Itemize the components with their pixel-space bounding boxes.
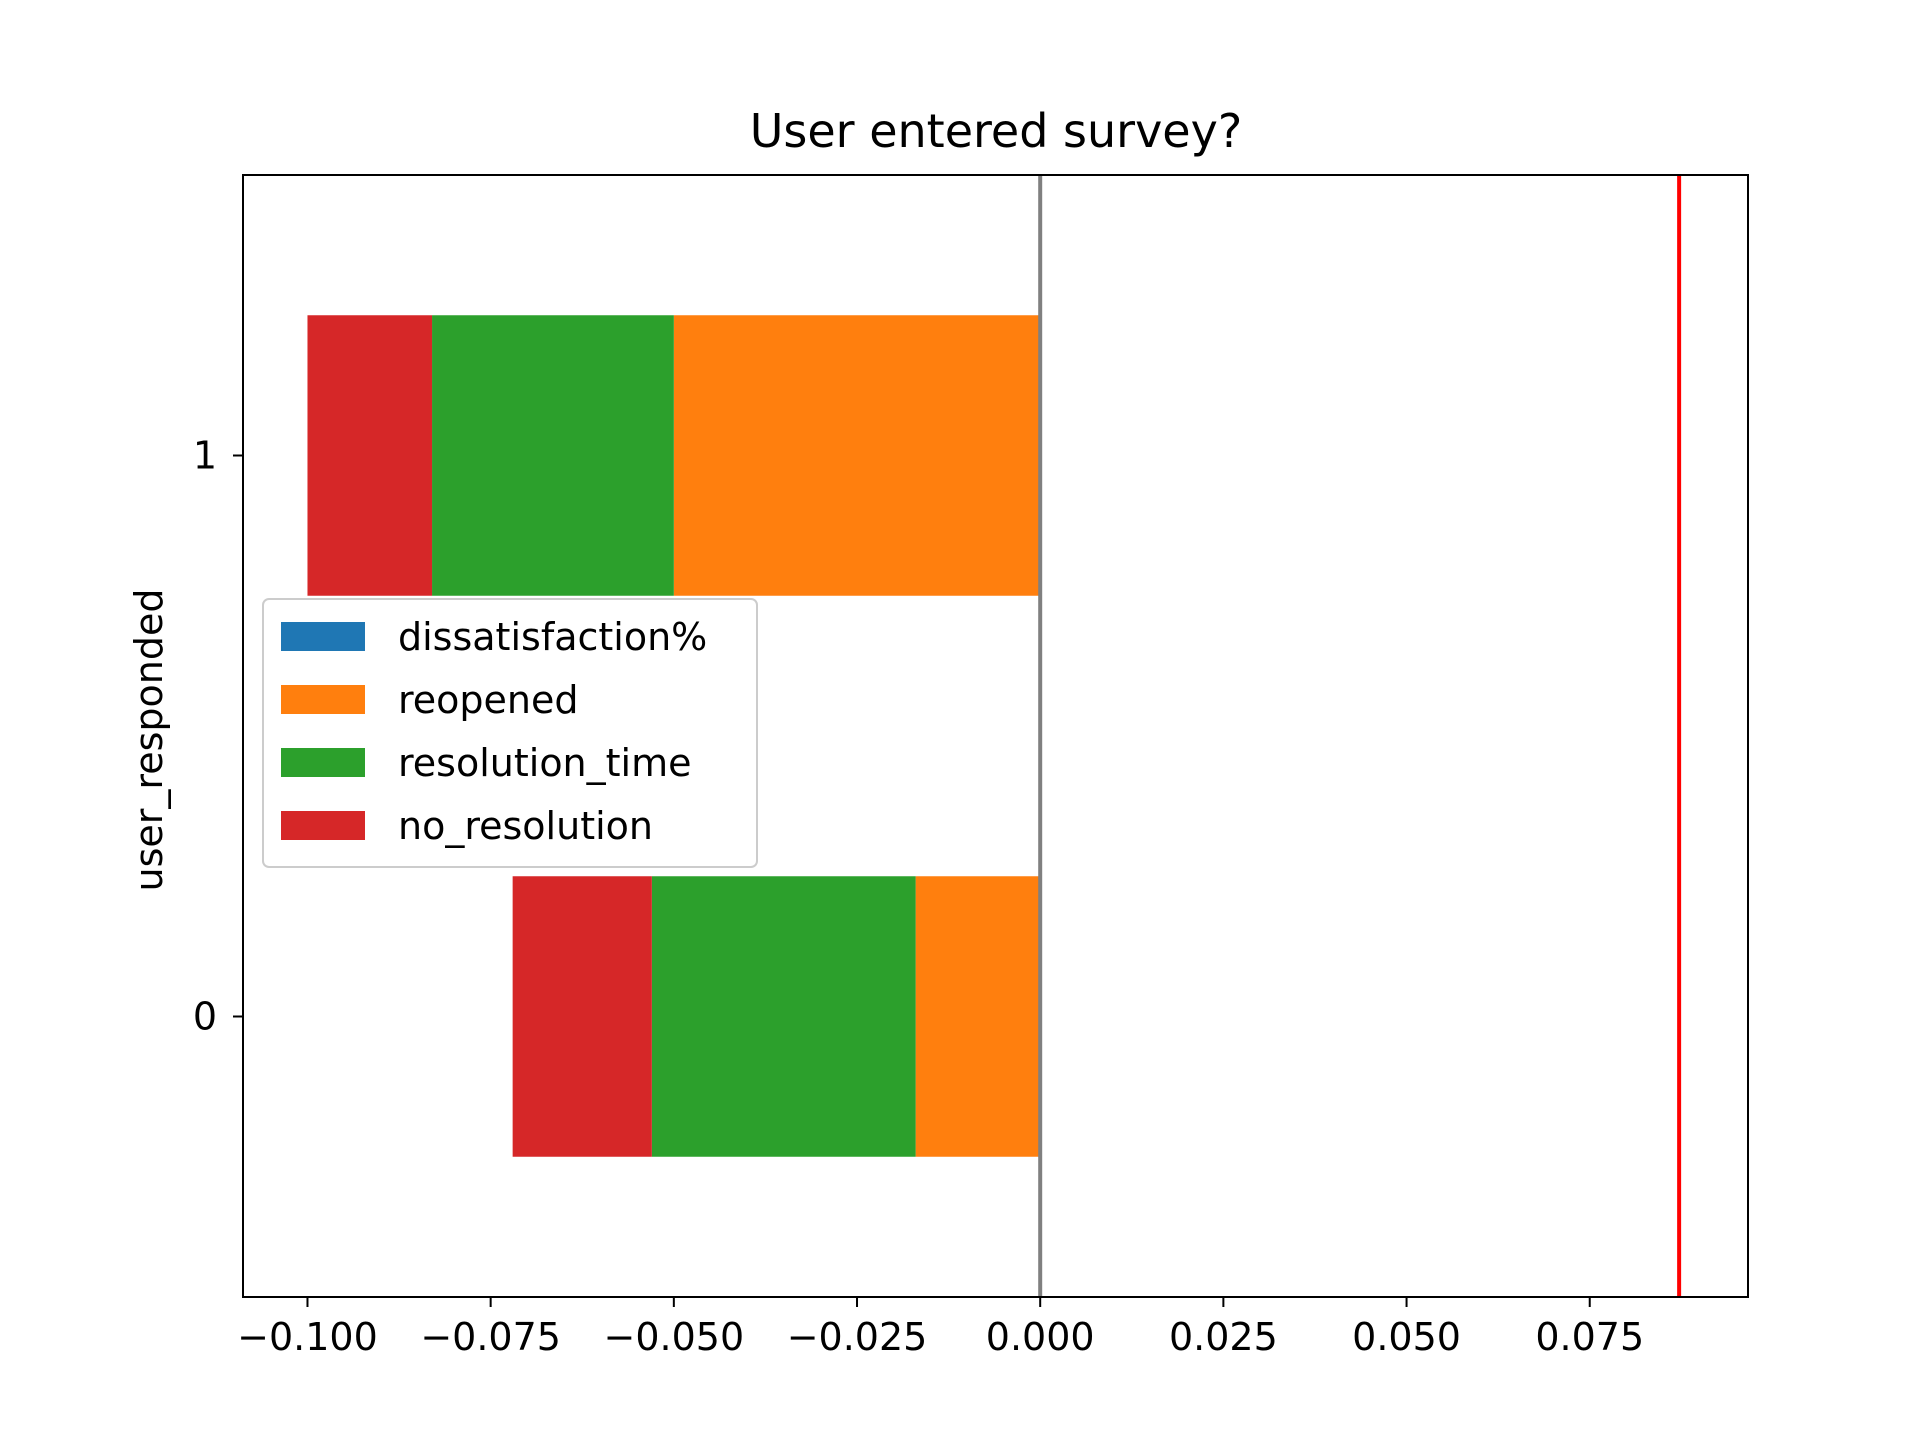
bar-resolution-time-0 [651, 876, 916, 1157]
bar-no-resolution-0 [512, 876, 652, 1157]
bar-reopened-0 [915, 876, 1041, 1157]
y-axis-label: user_responded [127, 589, 171, 892]
bars-layer [307, 315, 1041, 1157]
x-tick-label: −0.100 [237, 1315, 378, 1359]
x-tick-label: −0.075 [420, 1315, 561, 1359]
bar-resolution-time-1 [432, 315, 674, 596]
plot-frame [242, 174, 1749, 1298]
x-tick-label: 0.000 [986, 1315, 1095, 1359]
reference-lines-layer [1038, 175, 1682, 1297]
legend-label: dissatisfaction% [398, 615, 707, 659]
legend-swatch [281, 748, 365, 777]
legend: dissatisfaction% reopened resolution_timen… [262, 598, 758, 868]
bar-no-resolution-1 [307, 315, 433, 596]
legend-label: resolution_time [398, 741, 692, 785]
y-tick-label: 1 [193, 434, 217, 478]
legend-swatch [281, 685, 365, 714]
legend-label: no_resolution [398, 804, 653, 848]
x-tick-label: 0.050 [1352, 1315, 1461, 1359]
x-tick-label: −0.025 [787, 1315, 928, 1359]
y-axis: 01 [193, 434, 243, 1039]
legend-label: reopened [398, 678, 579, 722]
legend-swatch [281, 622, 365, 651]
x-tick-label: 0.075 [1535, 1315, 1644, 1359]
x-axis: −0.100 −0.075 −0.050 −0.025 0.000 0.025 0.050 0… [237, 1297, 1644, 1359]
chart-title: User entered survey? [750, 104, 1242, 158]
bar-reopened-1 [673, 315, 1041, 596]
legend-swatch [281, 811, 365, 840]
y-tick-label: 0 [193, 995, 217, 1039]
legend-frame [262, 598, 758, 868]
x-tick-label: 0.025 [1169, 1315, 1278, 1359]
x-tick-label: −0.050 [604, 1315, 745, 1359]
